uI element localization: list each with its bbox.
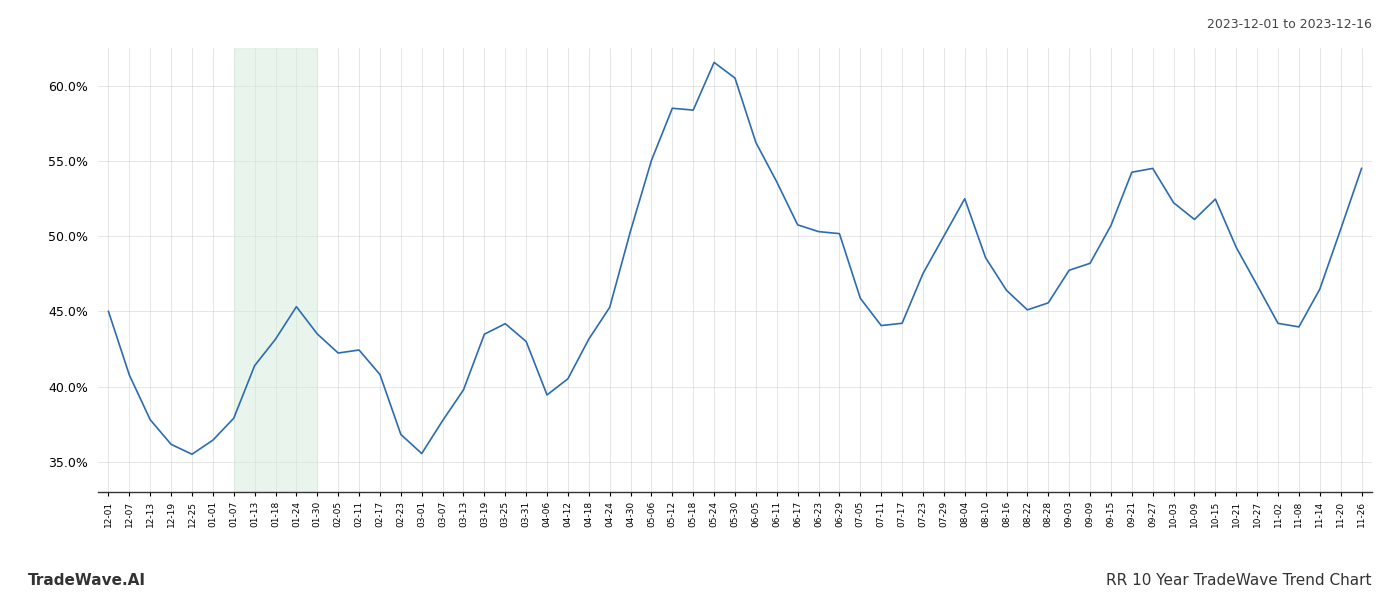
Text: TradeWave.AI: TradeWave.AI	[28, 573, 146, 588]
Bar	[234, 48, 318, 492]
Text: RR 10 Year TradeWave Trend Chart: RR 10 Year TradeWave Trend Chart	[1106, 573, 1372, 588]
Text: 2023-12-01 to 2023-12-16: 2023-12-01 to 2023-12-16	[1207, 18, 1372, 31]
